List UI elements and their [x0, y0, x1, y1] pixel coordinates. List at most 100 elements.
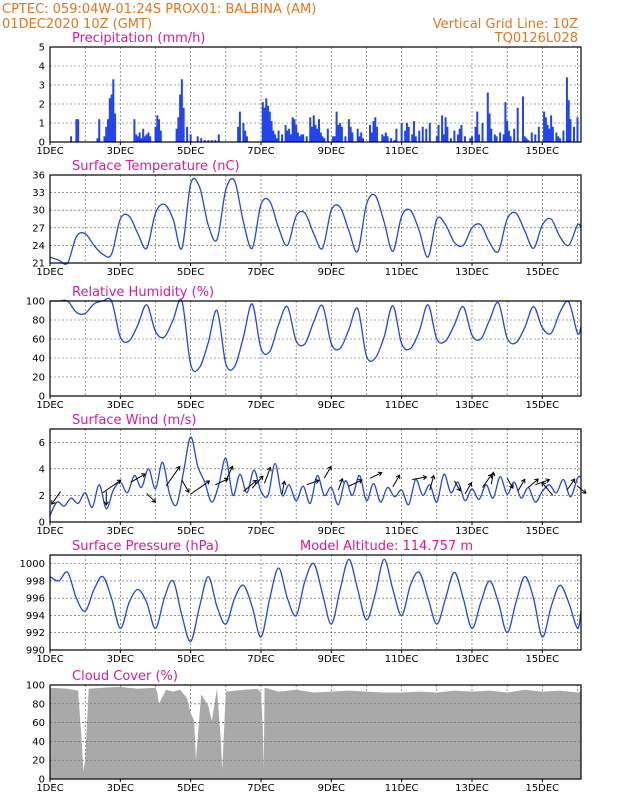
- wind-vector: [517, 479, 526, 492]
- precip-bar: [339, 123, 342, 142]
- xtick-label: 15DEC: [525, 267, 559, 278]
- xtick-label: 9DEC: [318, 654, 345, 665]
- ytick-cloud: 80: [32, 699, 45, 710]
- ytick-precip: 5: [39, 43, 45, 54]
- wind-vector-arrowhead: [258, 475, 264, 481]
- precip-bar: [442, 134, 445, 142]
- precip-bar: [207, 140, 210, 142]
- panel-temp: Surface Temperature (nC) 21 24 27 30 33 36 1DEC…: [32, 159, 582, 278]
- precip-bar: [516, 107, 519, 142]
- ytick-pressure: 992: [26, 628, 45, 639]
- wind-vector-arrowhead: [266, 466, 272, 472]
- wind-vector-arrowhead: [175, 465, 181, 471]
- panel-wind: Surface Wind (m/s) 0 2 4 6 1DEC 3DEC 5DEC 7DEC 9D…: [36, 413, 587, 537]
- precip-bar: [189, 134, 192, 142]
- wind-vector-arrowhead: [103, 501, 109, 506]
- precip-bar: [203, 140, 206, 142]
- xtick-label: 3DEC: [107, 654, 134, 665]
- wind-vector: [429, 475, 435, 491]
- precip-bar: [326, 128, 329, 142]
- wind-vector-arrowhead: [327, 465, 332, 471]
- precip-bar: [507, 130, 510, 142]
- precip-bar: [360, 132, 363, 142]
- precip-bar: [356, 128, 359, 142]
- series-line-rh: [49, 297, 582, 373]
- precip-bar: [463, 136, 466, 142]
- ytick-wind: 4: [39, 464, 45, 475]
- wind-vector: [348, 479, 363, 487]
- panel-title-pressure: Surface Pressure (hPa): [72, 539, 219, 554]
- precip-bar: [284, 124, 287, 142]
- wind-vector-arrowhead: [520, 478, 526, 484]
- precip-bar: [411, 134, 414, 142]
- header-station: CPTEC: 059:04W-01:24S PROX01: BALBINA (A…: [2, 2, 316, 17]
- precip-bar: [296, 132, 299, 142]
- xtick-label: 1DEC: [36, 783, 63, 794]
- precip-bar: [237, 126, 240, 142]
- xtick-label: 15DEC: [525, 146, 559, 157]
- panel-frame-cloud: [49, 684, 582, 780]
- xtick-label: 5DEC: [177, 654, 204, 665]
- xtick-label: 1DEC: [36, 526, 63, 537]
- xtick-label: 9DEC: [318, 526, 345, 537]
- ytick-cloud: 0: [39, 775, 45, 786]
- precip-bar: [425, 128, 428, 142]
- wind-vector: [323, 466, 332, 479]
- wind-vector: [527, 478, 539, 488]
- wind-vector-arrowhead: [456, 486, 461, 492]
- xtick-label: 7DEC: [247, 654, 274, 665]
- ytick-wind: 6: [39, 438, 45, 449]
- precip-bar: [418, 130, 421, 142]
- precip-bar: [407, 126, 410, 142]
- precip-bar: [490, 128, 493, 142]
- precip-bar: [372, 121, 375, 142]
- precip-bar: [196, 136, 199, 142]
- panel-title-precip: Precipitation (mm/h): [72, 31, 205, 46]
- precip-bar: [300, 134, 303, 142]
- precip-bar: [495, 136, 498, 142]
- series-line-temp: [49, 177, 582, 265]
- precip-bar: [470, 136, 473, 142]
- panel-cloud: Cloud Cover (%) 0 20 40 60 80 100 1DEC 3DEC 5DEC 7…: [26, 669, 582, 794]
- wind-vector: [392, 474, 401, 488]
- header-model-id: TQ0126L028: [494, 31, 578, 46]
- precip-bar: [456, 134, 459, 142]
- precip-bar: [180, 79, 183, 142]
- precip-bar: [376, 126, 379, 142]
- precip-bar: [370, 132, 373, 142]
- precip-bar: [400, 123, 403, 142]
- precip-bar: [214, 140, 217, 142]
- precip-bar: [242, 123, 245, 142]
- panel-frame-pressure: [49, 554, 582, 651]
- xtick-label: 3DEC: [107, 146, 134, 157]
- wind-vector-arrowhead: [545, 478, 551, 484]
- wind-vector: [146, 493, 156, 503]
- ytick-cloud: 40: [32, 737, 45, 748]
- wind-vector-arrowhead: [228, 465, 234, 471]
- precip-bar: [309, 117, 312, 142]
- precip-bar: [179, 94, 182, 142]
- precip-bar: [142, 128, 145, 142]
- wind-vector: [102, 479, 122, 494]
- xtick-label: 11DEC: [385, 526, 419, 537]
- ytick-cloud: 100: [26, 681, 45, 692]
- wind-vector-arrowhead: [570, 478, 576, 484]
- precip-bar: [245, 136, 248, 142]
- precip-bar: [395, 128, 398, 142]
- xtick-label: 7DEC: [247, 783, 274, 794]
- precip-bar: [349, 126, 352, 142]
- ytick-rh: 40: [32, 354, 45, 365]
- ytick-cloud: 60: [32, 718, 45, 729]
- precip-bar: [449, 138, 452, 142]
- precip-bar: [147, 132, 150, 142]
- xtick-label: 1DEC: [36, 654, 63, 665]
- wind-vector-arrowhead: [252, 479, 258, 485]
- precip-bar: [506, 121, 509, 142]
- precip-bar: [335, 111, 338, 142]
- xtick-label: 5DEC: [177, 526, 204, 537]
- precip-bar: [293, 119, 296, 142]
- ytick-precip: 4: [39, 62, 45, 73]
- precip-bar: [386, 136, 389, 142]
- xtick-label: 11DEC: [385, 654, 419, 665]
- wind-vector: [541, 482, 554, 496]
